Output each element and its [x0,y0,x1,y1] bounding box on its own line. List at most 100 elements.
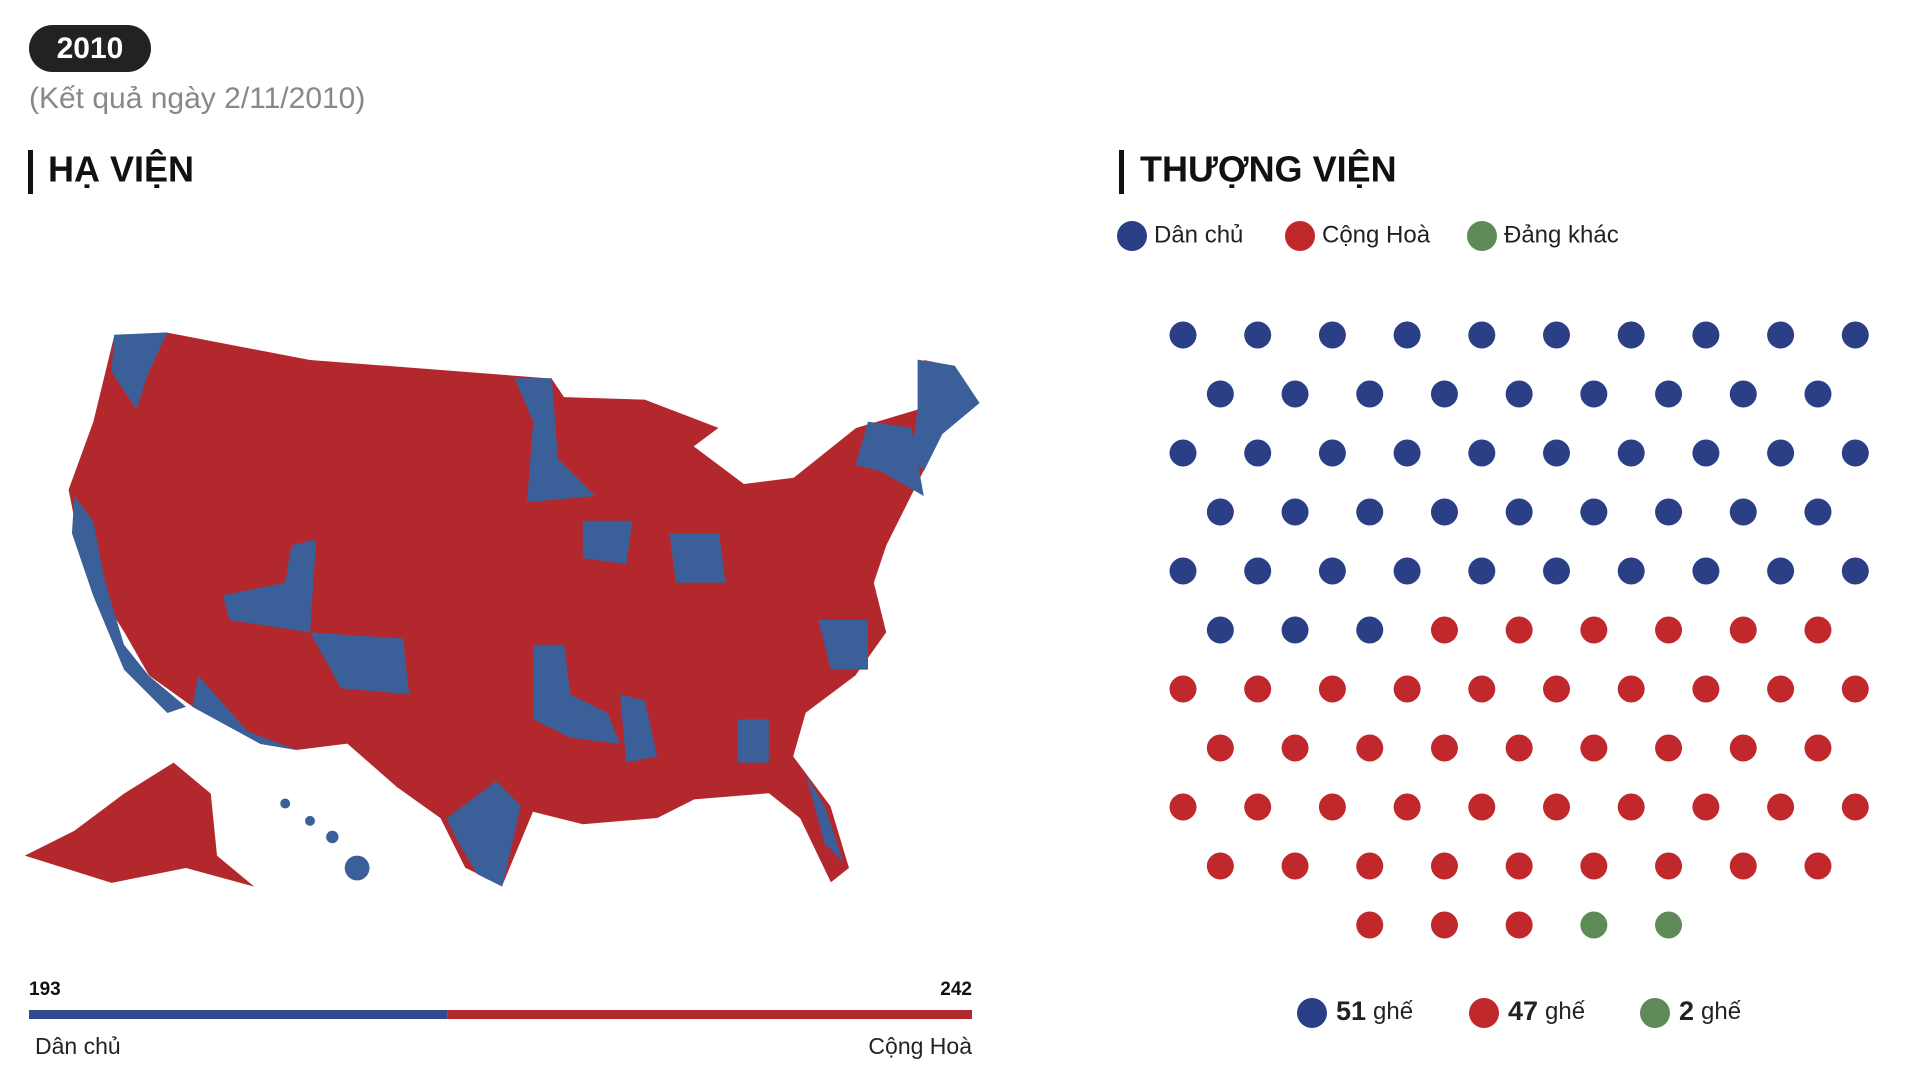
seat-dot [1617,321,1645,349]
subtitle: (Kết quả ngày 2/11/2010) [29,82,365,115]
seat-dot [1543,675,1570,703]
seat-dot [1244,439,1272,467]
seat-dot [1543,439,1570,467]
seat-dot [1206,734,1234,762]
seat-dot [1505,734,1533,762]
seat-dot [1580,616,1608,644]
seat-dot [1169,675,1197,703]
seat-dot [1169,439,1197,467]
legend-dot [1467,221,1497,251]
seat-total: 2 ghế [1679,996,1742,1026]
seat-count: 51 [1336,996,1366,1026]
legend-label: Dân chủ [1154,221,1243,248]
seat-dot [1393,321,1421,349]
seat-dot [1729,498,1757,526]
seat-total: 47 ghế [1508,996,1586,1026]
seat-dot [1580,911,1608,939]
seat-dot [1804,852,1832,880]
seat-dot [1468,321,1496,349]
seat-dot [1244,793,1272,821]
seat-dot [1841,557,1869,585]
seat-dot [1580,852,1608,880]
seat-dot [1393,675,1421,703]
seat-dot [1841,439,1869,467]
seat-dot [1729,734,1757,762]
seat-dot [1430,911,1458,939]
seat-dot [1430,380,1458,408]
seat-dot [1356,616,1384,644]
seat-dot [1281,852,1309,880]
seat-dot [1804,734,1832,762]
seat-dot [1468,675,1496,703]
seat-dot [1169,793,1197,821]
seat-dot [1767,439,1795,467]
map-alaska [24,762,255,887]
seat-dot [1655,911,1683,939]
seat-dot [1356,852,1384,880]
seat-dot [1318,557,1346,585]
seat-dot [1692,793,1720,821]
seat-dot [1804,498,1832,526]
seat-dot [1281,616,1309,644]
seat-dot [1580,734,1608,762]
seat-count: 47 [1508,996,1538,1026]
seat-dot [1430,616,1458,644]
seat-dot [1692,675,1720,703]
seat-dot [1617,675,1645,703]
seat-dot [1281,498,1309,526]
seat-dot [1729,852,1757,880]
house-seat-count: 242 [940,979,972,1000]
total-dot [1297,998,1327,1028]
total-dot [1469,998,1499,1028]
seat-dot [1767,321,1795,349]
seat-dot [1169,321,1197,349]
seat-dot [1767,793,1795,821]
seat-dot [1580,380,1608,408]
seat-dot [1206,616,1234,644]
house-party-label: Cộng Hoà [868,1033,972,1059]
seat-dot [1655,616,1683,644]
map-democrat [71,332,980,887]
seat-dot [1505,498,1533,526]
seat-dot [1655,380,1683,408]
total-dot [1640,998,1670,1028]
seat-dot [1841,321,1869,349]
seat-count: 2 [1679,996,1694,1026]
seat-dot [1505,616,1533,644]
seat-dot [1804,380,1832,408]
seat-unit: ghế [1701,998,1742,1025]
seat-dot [1318,793,1346,821]
seat-dot [1841,675,1869,703]
seat-dot [1281,380,1309,408]
seat-dot [1206,380,1234,408]
seat-dot [1580,498,1608,526]
year: 2010 [57,32,124,65]
seat-dot [1206,498,1234,526]
seat-dot [1468,793,1496,821]
seat-dot [1505,380,1533,408]
seat-dot [1655,734,1683,762]
house-party-label: Dân chủ [35,1033,121,1059]
seat-dot [1393,439,1421,467]
house-seat-count: 193 [29,979,61,1000]
seat-dot [1729,380,1757,408]
seat-dot [1617,439,1645,467]
house-bar [447,1010,972,1019]
seat-dot [1430,498,1458,526]
seat-dot [1430,852,1458,880]
seat-dot [1729,616,1757,644]
seat-dot [1206,852,1234,880]
us-map [24,331,981,888]
seat-dot [1692,321,1720,349]
legend-label: Đảng khác [1504,221,1619,248]
title-marker [28,150,33,194]
seat-dot [1655,852,1683,880]
seat-dot [1244,321,1272,349]
seat-dot [1356,498,1384,526]
seat-dot [1356,734,1384,762]
seat-dot [1468,439,1496,467]
seat-total: 51 ghế [1336,996,1414,1026]
seat-dot [1841,793,1869,821]
